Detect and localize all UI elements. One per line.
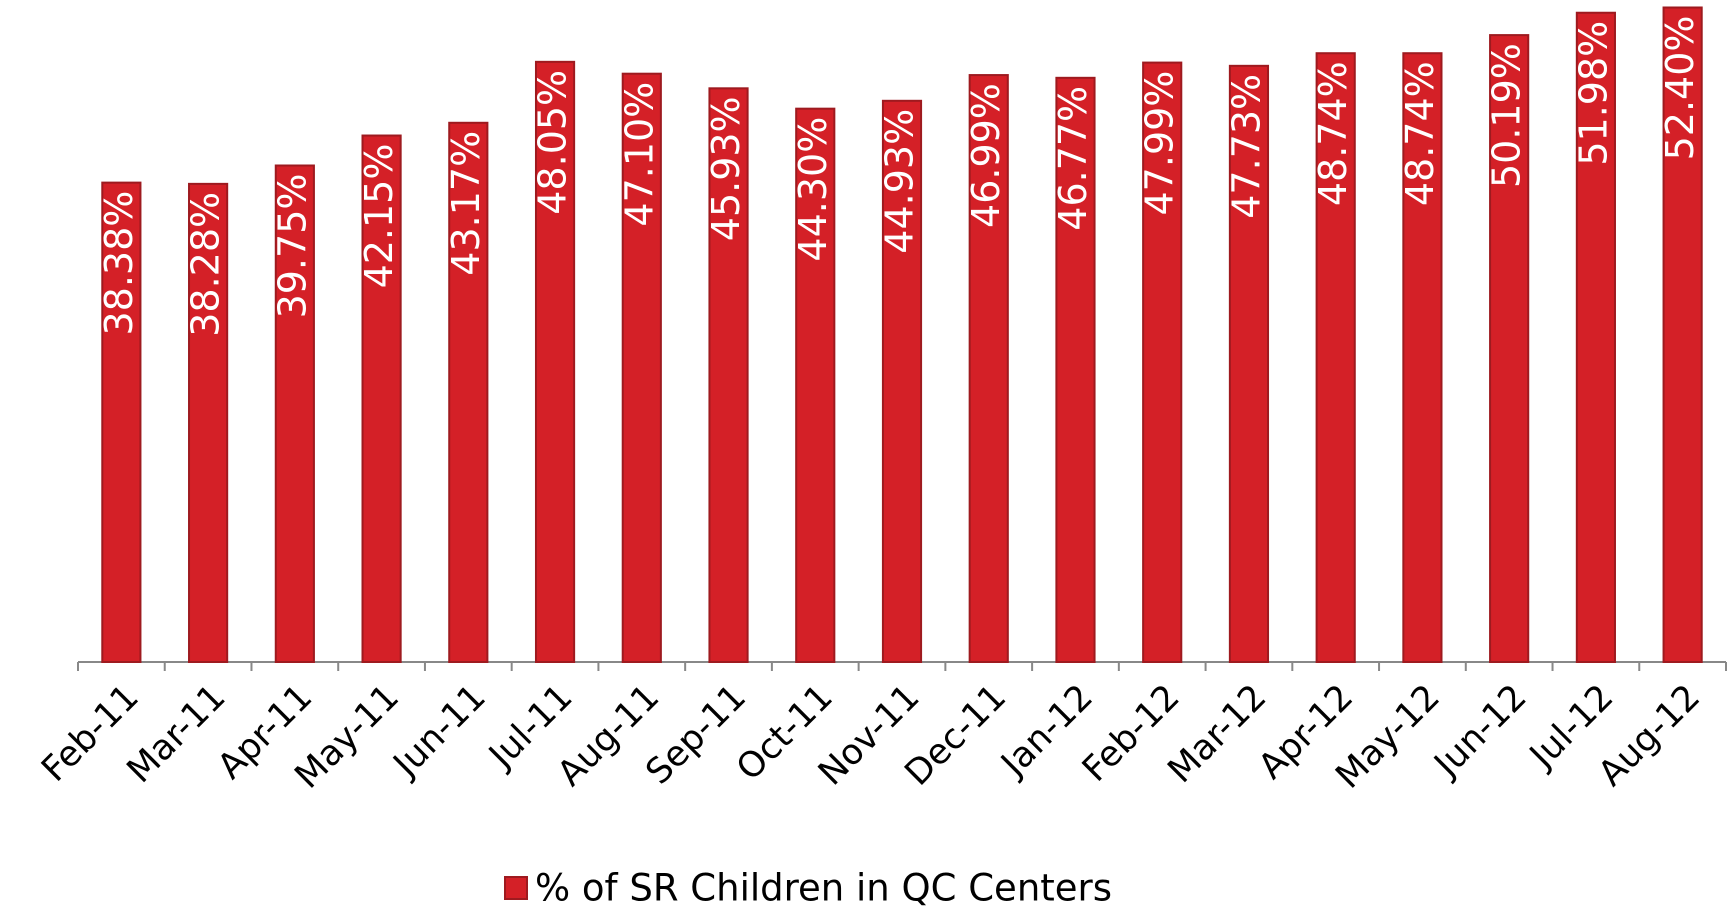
bar [448,121,489,663]
bar [1489,34,1530,663]
value-label: 38.28% [184,192,228,337]
bar [101,181,142,664]
bar [1142,61,1183,663]
bar [1662,6,1703,664]
legend-swatch [504,876,528,900]
x-tick-label: Mar-11 [120,677,234,791]
bar [708,87,749,664]
value-label: 44.30% [791,117,835,262]
x-tick-label: Jun-11 [385,677,494,786]
value-label: 47.73% [1224,74,1268,219]
bar [534,60,576,663]
bar [621,72,662,663]
value-label: 51.98% [1571,21,1615,166]
x-tick-label: Jun-12 [1426,677,1535,786]
bar [968,74,1009,663]
value-label: 48.74% [1398,61,1442,206]
value-label: 46.77% [1051,86,1095,231]
value-label: 47.10% [617,82,661,227]
value-label: 52.40% [1658,15,1702,160]
bar [1055,76,1096,663]
value-label: 46.99% [964,83,1008,228]
bar [795,107,836,664]
bar [361,134,402,663]
value-label: 47.99% [1138,71,1182,216]
value-label: 38.38% [97,191,141,336]
value-label: 42.15% [357,144,401,289]
bar [1575,11,1616,664]
value-label: 44.93% [878,109,922,254]
value-label: 45.93% [704,96,748,241]
bar [881,99,923,663]
legend-label: % of SR Children in QC Centers [535,867,1112,910]
value-label: 48.05% [531,70,575,215]
bar [274,164,315,663]
bar [1228,64,1270,664]
bar [1402,52,1443,663]
value-label: 39.75% [270,174,314,319]
value-label: 43.17% [444,131,488,276]
value-label: 48.74% [1311,61,1355,206]
x-tick-label: Mar-12 [1161,677,1275,791]
bar [1315,52,1356,663]
bar [188,182,229,663]
value-label: 50.19% [1485,43,1529,188]
